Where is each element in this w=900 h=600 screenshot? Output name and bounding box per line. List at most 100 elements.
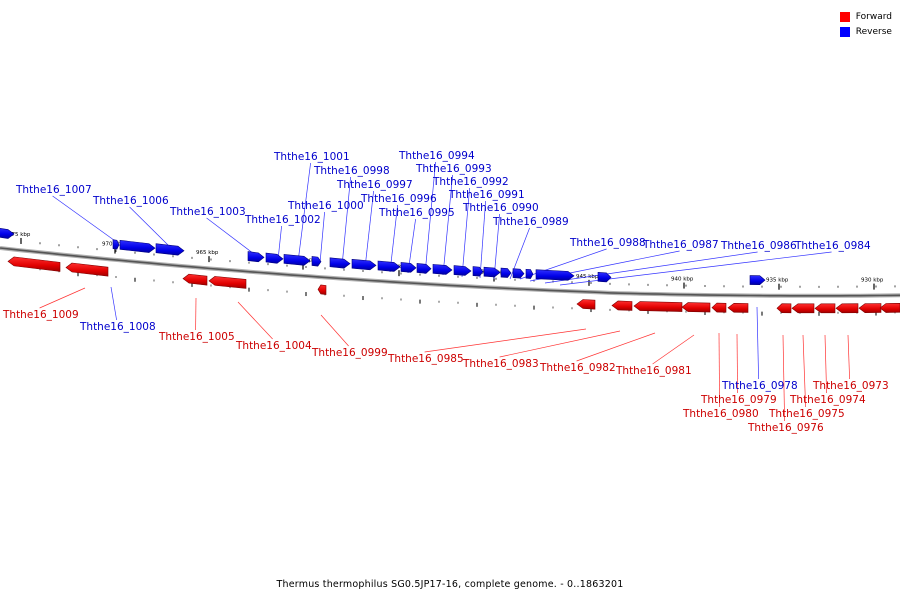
forward-gene[interactable] xyxy=(776,303,792,314)
forward-gene[interactable] xyxy=(208,276,247,289)
forward-gene[interactable] xyxy=(814,303,836,314)
reverse-gene-label[interactable]: Ththe16_1000 xyxy=(287,200,364,212)
forward-gene-leader-line xyxy=(718,332,720,408)
reverse-gene-label[interactable]: Ththe16_1003 xyxy=(169,206,246,218)
forward-gene-label[interactable]: Ththe16_1009 xyxy=(2,309,79,321)
reverse-gene-label[interactable]: Ththe16_0993 xyxy=(415,163,492,175)
reverse-gene[interactable] xyxy=(453,265,472,276)
forward-gene-leader-line xyxy=(576,332,656,362)
reverse-gene-leader-line xyxy=(52,195,119,244)
reverse-gene-label[interactable]: Ththe16_0992 xyxy=(432,176,509,188)
forward-gene[interactable] xyxy=(835,303,859,314)
reverse-gene[interactable] xyxy=(351,258,377,271)
reverse-gene-label[interactable]: Ththe16_0986 xyxy=(720,240,797,252)
forward-gene-label[interactable]: Ththe16_0981 xyxy=(615,365,692,377)
genome-backbone xyxy=(0,246,900,298)
forward-gene-label[interactable]: Ththe16_1004 xyxy=(235,340,312,352)
reverse-gene[interactable] xyxy=(512,268,525,279)
reverse-gene[interactable] xyxy=(416,263,432,274)
legend-forward-label: Forward xyxy=(855,11,892,22)
reverse-gene[interactable] xyxy=(311,256,322,267)
reverse-gene[interactable] xyxy=(472,266,484,277)
reverse-gene-label[interactable]: Ththe16_0987 xyxy=(642,239,719,251)
reverse-gene[interactable] xyxy=(283,254,311,266)
scale-label: 940 kbp xyxy=(671,277,694,283)
reverse-gene-label[interactable]: Ththe16_0996 xyxy=(360,193,437,205)
reverse-strand-swatch xyxy=(839,26,850,37)
forward-gene[interactable] xyxy=(633,301,683,312)
legend: Forward Reverse xyxy=(839,9,892,39)
legend-reverse: Reverse xyxy=(839,24,892,39)
forward-gene[interactable] xyxy=(576,299,596,310)
reverse-gene[interactable] xyxy=(265,252,284,264)
reverse-gene[interactable] xyxy=(749,275,766,285)
reverse-gene-leader-line xyxy=(442,174,453,276)
reverse-gene-label[interactable]: Ththe16_0988 xyxy=(569,237,646,249)
reverse-gene-label[interactable]: Ththe16_0984 xyxy=(794,240,871,252)
reverse-gene[interactable] xyxy=(119,240,156,253)
forward-gene[interactable] xyxy=(611,300,633,311)
reverse-gene-label[interactable]: Ththe16_0978 xyxy=(721,380,798,392)
reverse-gene-label[interactable]: Ththe16_1002 xyxy=(244,214,321,226)
scale-label: 965 kbp xyxy=(196,250,219,256)
reverse-gene[interactable] xyxy=(597,272,612,283)
reverse-gene-label[interactable]: Ththe16_0998 xyxy=(313,165,390,177)
forward-gene[interactable] xyxy=(791,303,815,314)
forward-gene-label[interactable]: Ththe16_0976 xyxy=(747,422,824,434)
reverse-gene-label[interactable]: Ththe16_0989 xyxy=(492,216,569,228)
reverse-gene[interactable] xyxy=(0,227,15,239)
reverse-gene-label[interactable]: Ththe16_1001 xyxy=(273,151,350,163)
forward-gene-label[interactable]: Ththe16_0985 xyxy=(387,353,464,365)
forward-gene-label[interactable]: Ththe16_0974 xyxy=(789,394,866,406)
reverse-gene-label[interactable]: Ththe16_0990 xyxy=(462,202,539,214)
forward-gene[interactable] xyxy=(317,284,327,295)
reverse-gene[interactable] xyxy=(500,267,512,278)
reverse-gene[interactable] xyxy=(155,243,185,256)
reverse-gene-label[interactable]: Ththe16_0997 xyxy=(336,179,413,191)
forward-gene-label[interactable]: Ththe16_0975 xyxy=(768,408,845,420)
forward-gene-leader-line xyxy=(802,334,806,408)
reverse-gene[interactable] xyxy=(483,266,501,278)
reverse-gene[interactable] xyxy=(377,260,401,272)
forward-gene[interactable] xyxy=(681,302,711,313)
forward-gene[interactable] xyxy=(727,302,749,313)
reverse-gene-label[interactable]: Ththe16_0995 xyxy=(378,207,455,219)
forward-gene-label[interactable]: Ththe16_0999 xyxy=(311,347,388,359)
forward-gene[interactable] xyxy=(65,262,109,277)
forward-gene-label[interactable]: Ththe16_0980 xyxy=(682,408,759,420)
reverse-gene-label[interactable]: Ththe16_1008 xyxy=(79,321,156,333)
genome-caption: Thermus thermophilus SG0.5JP17-16, compl… xyxy=(276,579,624,590)
gene-features xyxy=(0,227,900,314)
forward-gene-label[interactable]: Ththe16_0973 xyxy=(812,380,889,392)
forward-gene-label[interactable]: Ththe16_0982 xyxy=(539,362,616,374)
reverse-gene-label[interactable]: Ththe16_0994 xyxy=(398,150,475,162)
reverse-gene-label[interactable]: Ththe16_1006 xyxy=(92,195,169,207)
reverse-gene[interactable] xyxy=(525,268,534,279)
legend-reverse-label: Reverse xyxy=(855,26,892,37)
reverse-gene-label[interactable]: Ththe16_1007 xyxy=(15,184,92,196)
reverse-gene-leader-line xyxy=(756,306,759,380)
reverse-gene-leader-line xyxy=(129,206,169,246)
reverse-gene[interactable] xyxy=(432,264,453,275)
forward-gene-label[interactable]: Ththe16_0983 xyxy=(462,358,539,370)
forward-gene-label[interactable]: Ththe16_0979 xyxy=(700,394,777,406)
reverse-gene[interactable] xyxy=(247,251,265,263)
reverse-gene-leader-line xyxy=(319,211,325,264)
reverse-gene-leader-line xyxy=(341,176,351,267)
forward-gene-leader-line xyxy=(847,334,850,380)
forward-gene[interactable] xyxy=(711,302,727,313)
reverse-gene[interactable] xyxy=(535,269,575,281)
reverse-gene[interactable] xyxy=(400,262,417,273)
forward-gene-label[interactable]: Ththe16_1005 xyxy=(158,331,235,343)
reverse-gene-leader-line xyxy=(389,204,398,273)
backbone-shadow xyxy=(0,246,900,298)
forward-gene[interactable] xyxy=(879,302,900,313)
forward-gene[interactable] xyxy=(182,273,208,286)
reverse-gene-label[interactable]: Ththe16_0991 xyxy=(448,189,525,201)
forward-gene[interactable] xyxy=(858,303,882,313)
forward-gene-leader-line xyxy=(39,287,86,309)
forward-gene[interactable] xyxy=(7,256,61,272)
backbone-line xyxy=(0,247,900,297)
reverse-gene[interactable] xyxy=(112,239,120,250)
reverse-gene[interactable] xyxy=(329,257,351,269)
